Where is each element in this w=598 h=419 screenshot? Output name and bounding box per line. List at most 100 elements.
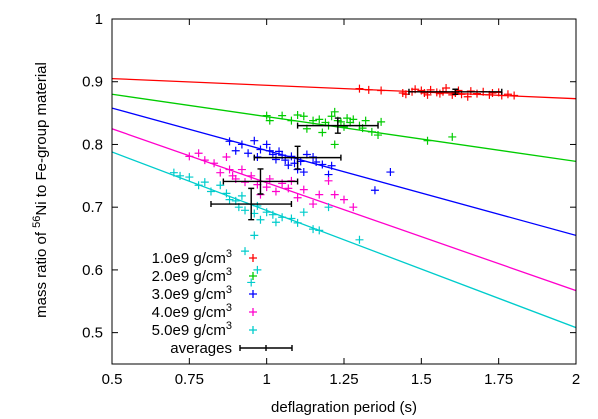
legend-label-sup: 3 xyxy=(226,320,232,332)
y-axis-label-suffix: Ni to Fe-group material xyxy=(33,62,50,215)
data-point xyxy=(256,215,265,224)
legend-label-sup: 3 xyxy=(226,248,232,260)
y-axis-label-prefix: mass ratio of xyxy=(33,228,50,318)
data-point xyxy=(241,206,250,215)
y-axis-label: mass ratio of 56Ni to Fe-group material xyxy=(31,62,50,318)
data-point xyxy=(237,191,246,200)
data-point xyxy=(247,171,256,180)
y-axis-label-superscript: 56 xyxy=(31,216,43,228)
data-point xyxy=(278,179,287,188)
y-tick-label: 0.5 xyxy=(82,325,103,342)
data-point xyxy=(374,131,383,140)
data-point xyxy=(262,208,271,217)
legend-label-sup: 3 xyxy=(226,302,232,314)
series-1-points xyxy=(262,107,457,149)
data-point xyxy=(442,84,451,92)
data-point xyxy=(231,146,240,155)
legend-label-text: 4.0e9 g/cm xyxy=(152,304,226,321)
data-point xyxy=(367,127,376,136)
data-point xyxy=(271,187,280,196)
y-tick-label: 0.7 xyxy=(82,199,103,216)
data-point xyxy=(284,184,293,193)
data-point xyxy=(327,112,336,121)
legend-label-text: 5.0e9 g/cm xyxy=(152,322,226,339)
average-point xyxy=(408,88,503,95)
series-4-points xyxy=(169,168,364,287)
data-point xyxy=(216,168,225,177)
legend-label-series-2: 3.0e9 g/cm3 xyxy=(152,284,232,303)
data-point xyxy=(278,213,287,222)
data-point xyxy=(271,218,280,227)
data-point xyxy=(268,210,277,219)
data-point xyxy=(200,178,209,187)
average-point xyxy=(210,187,293,221)
data-point xyxy=(330,140,339,149)
plot-area xyxy=(112,77,576,329)
data-point xyxy=(237,165,246,174)
legend-marker-averages xyxy=(239,345,293,351)
data-point xyxy=(278,111,287,120)
data-point xyxy=(253,201,262,210)
data-point xyxy=(244,149,253,158)
legend-label-sup: 3 xyxy=(226,266,232,278)
data-point xyxy=(510,91,519,100)
average-point xyxy=(222,168,299,195)
x-axis-label: deflagration period (s) xyxy=(271,399,417,416)
data-point xyxy=(299,208,308,217)
legend-marker-series-2 xyxy=(249,290,257,298)
legend-label-averages: averages xyxy=(170,340,232,357)
data-point xyxy=(185,152,194,161)
x-tick-label: 1.75 xyxy=(484,371,513,388)
data-point xyxy=(222,189,231,198)
average-point xyxy=(253,145,342,170)
legend-label-sup: 3 xyxy=(226,284,232,296)
data-point xyxy=(343,114,352,123)
data-point xyxy=(287,116,296,125)
data-point xyxy=(185,173,194,182)
data-point xyxy=(327,161,336,170)
x-tick-label: 0.75 xyxy=(175,371,204,388)
data-point xyxy=(448,132,457,141)
data-point xyxy=(370,186,379,195)
y-tick-label: 0.9 xyxy=(82,74,103,91)
data-point xyxy=(194,181,203,190)
data-point xyxy=(361,116,370,125)
data-point xyxy=(315,190,324,199)
data-point xyxy=(426,85,435,94)
legend-marker-series-0 xyxy=(249,254,257,262)
data-point xyxy=(200,156,209,165)
data-point xyxy=(315,226,324,235)
data-point xyxy=(377,86,386,95)
data-point xyxy=(318,160,327,169)
averages-points xyxy=(210,88,503,221)
legend-label-text: 3.0e9 g/cm xyxy=(152,286,226,303)
data-point xyxy=(309,225,318,234)
data-point xyxy=(216,181,225,190)
y-tick-label: 0.6 xyxy=(82,262,103,279)
data-point xyxy=(271,155,280,164)
data-point xyxy=(250,231,259,240)
legend-marker-series-3 xyxy=(249,308,257,316)
data-point xyxy=(293,110,302,119)
data-point xyxy=(312,158,321,167)
data-point xyxy=(423,136,432,145)
data-point xyxy=(299,112,308,121)
data-point xyxy=(225,165,234,174)
data-point xyxy=(287,214,296,223)
data-point xyxy=(340,195,348,204)
data-point xyxy=(210,159,219,168)
y-tick-label: 1 xyxy=(95,11,103,28)
data-point xyxy=(386,168,395,177)
fit-line-series-0 xyxy=(112,77,576,100)
data-point xyxy=(503,90,512,99)
axis-ticks: 0.5 0.75 1 1.25 1.5 1.75 2 0.5 0.6 0.7 0.8 0.9 1 xyxy=(82,11,580,388)
data-point xyxy=(253,265,262,274)
x-tick-label: 1.25 xyxy=(329,371,358,388)
data-layer xyxy=(112,77,576,329)
data-point xyxy=(299,168,308,177)
data-point xyxy=(293,218,302,227)
data-point xyxy=(194,149,203,158)
legend-label-text: 2.0e9 g/cm xyxy=(152,268,226,285)
